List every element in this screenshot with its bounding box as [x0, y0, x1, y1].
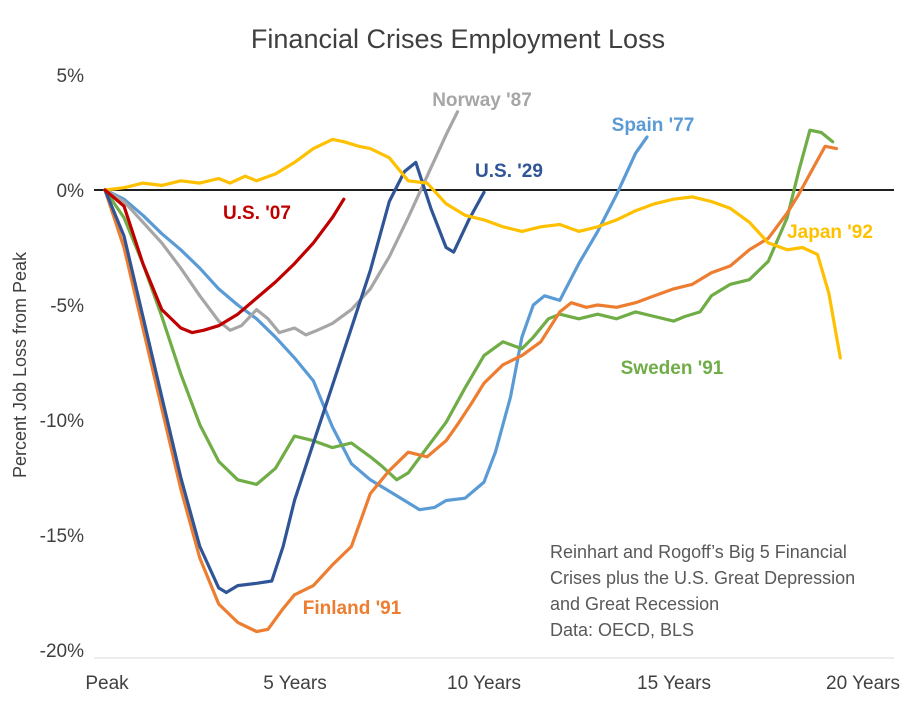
series-line-spain-77: [103, 135, 649, 512]
y-tick-n20: -20%: [40, 641, 84, 662]
series-label-us-29: U.S. '29: [475, 161, 543, 182]
x-tick-5y: 5 Years: [263, 673, 326, 694]
chart-title: Financial Crises Employment Loss: [251, 24, 665, 54]
series-line-us-07: [103, 188, 346, 335]
series-lines-group: [103, 110, 842, 634]
series-line-norway-87: [103, 110, 460, 337]
x-tick-10y: 10 Years: [447, 673, 521, 694]
note-line-2: Crises plus the U.S. Great Depression: [550, 568, 855, 588]
series-line-finland-91: [103, 144, 839, 634]
series-label-norway-87: Norway '87: [432, 90, 532, 111]
x-tick-peak: Peak: [85, 673, 129, 694]
x-tick-15y: 15 Years: [637, 673, 711, 694]
y-tick-n15: -15%: [40, 526, 84, 547]
series-label-us-07: U.S. '07: [223, 203, 291, 224]
y-tick-n5: -5%: [50, 296, 84, 317]
y-tick-0: 0%: [57, 181, 85, 202]
y-tick-5: 5%: [57, 66, 85, 87]
note-line-4: Data: OECD, BLS: [550, 620, 694, 640]
note-line-1: Reinhart and Rogoff’s Big 5 Financial: [550, 542, 847, 562]
series-line-us-29: [103, 160, 486, 595]
series-label-japan-92: Japan '92: [787, 222, 873, 243]
series-label-spain-77: Spain '77: [612, 115, 695, 136]
series-label-sweden-91: Sweden '91: [621, 358, 724, 379]
series-label-finland-91: Finland '91: [303, 598, 402, 619]
x-tick-20y: 20 Years: [826, 673, 900, 694]
y-tick-n10: -10%: [40, 411, 84, 432]
y-axis-title: Percent Job Loss from Peak: [10, 251, 30, 478]
note-line-3: and Great Recession: [550, 594, 719, 614]
series-line-japan-92: [103, 137, 842, 360]
series-line-sweden-91: [103, 128, 835, 486]
